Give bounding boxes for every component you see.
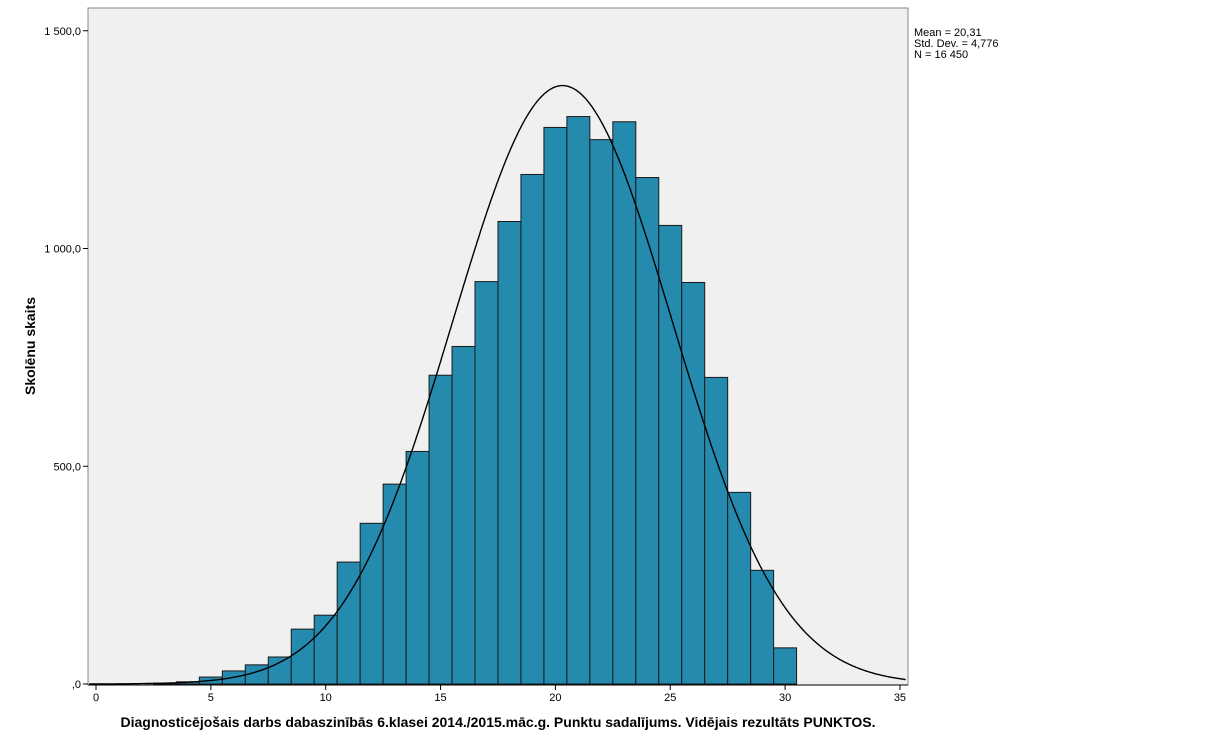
normal-curve [89, 84, 906, 685]
histogram-bar [589, 139, 614, 685]
stat-sd: Std. Dev. = 4,776 [914, 38, 999, 50]
x-tick-label: 35 [894, 692, 906, 704]
x-tick-label: 25 [664, 692, 676, 704]
histogram-bar [566, 116, 591, 685]
y-axis-label: Skolēnu skaits [22, 297, 38, 395]
x-tick-label: 0 [93, 692, 99, 704]
x-axis-label: Diagnosticējošais darbs dabaszinībās 6.k… [120, 714, 875, 730]
stat-n: N = 16 450 [914, 49, 969, 61]
stats-box: Mean = 20,31 Std. Dev. = 4,776 N = 16 45… [914, 28, 999, 61]
histogram-bar [773, 647, 798, 685]
histogram-bar [359, 522, 384, 685]
histogram-bar [267, 656, 292, 685]
histogram-bar [543, 126, 568, 685]
x-tick-label: 20 [549, 692, 561, 704]
x-tick-label: 30 [779, 692, 791, 704]
histogram-bar [405, 450, 430, 685]
histogram-bar [451, 345, 476, 685]
histogram-bar [497, 220, 522, 685]
y-tick-label: ,0 [72, 679, 81, 691]
y-tick-label: 1 500,0 [44, 26, 81, 38]
x-tick-label: 10 [320, 692, 332, 704]
stat-mean: Mean = 20,31 [914, 27, 982, 39]
histogram-bar [750, 569, 775, 685]
histogram-bar [704, 376, 729, 685]
y-tick-label: 1 000,0 [44, 244, 81, 256]
histogram-bar [520, 173, 545, 685]
histogram-bar [658, 224, 683, 685]
histogram-bar [382, 483, 407, 685]
histogram-bar [474, 281, 499, 685]
histogram-bar [612, 121, 637, 685]
histogram-bar [290, 628, 315, 685]
y-tick-label: 500,0 [53, 461, 81, 473]
histogram-bar [428, 374, 453, 685]
histogram-bar [681, 281, 706, 685]
histogram-bar [635, 177, 660, 685]
x-tick-label: 5 [208, 692, 214, 704]
x-tick-label: 15 [434, 692, 446, 704]
